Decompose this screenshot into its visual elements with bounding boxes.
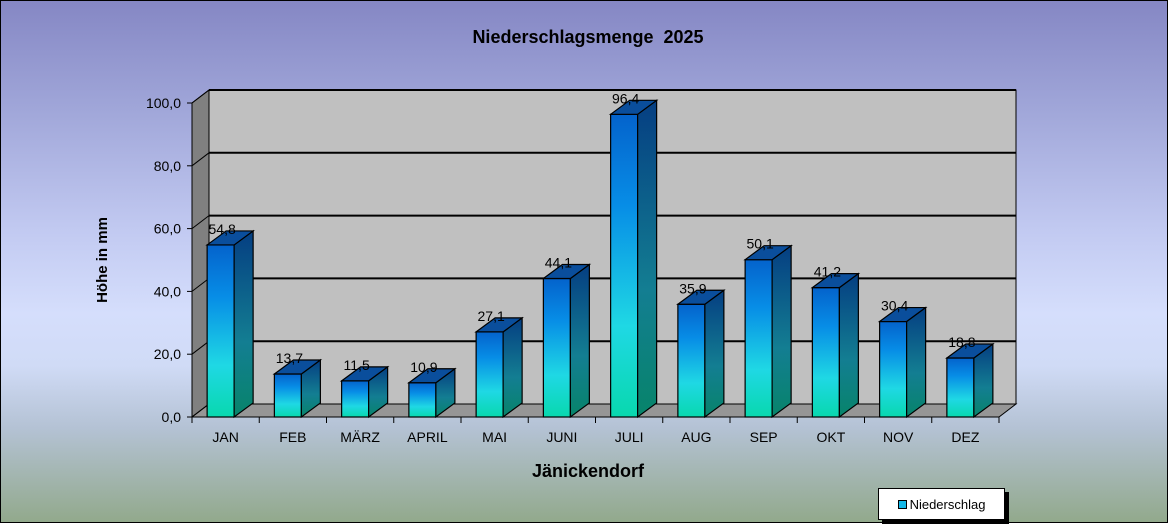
data-label: 96,4	[612, 90, 639, 106]
data-label: 54,8	[209, 221, 236, 237]
bar-nov	[877, 306, 928, 419]
legend-swatch-icon	[897, 499, 907, 509]
bar-april	[407, 367, 457, 419]
category-label: MAI	[482, 429, 507, 445]
data-label: 50,1	[747, 236, 774, 252]
category-label: APRIL	[407, 429, 448, 445]
data-label: 18,8	[948, 334, 975, 350]
category-label: JULI	[615, 429, 644, 445]
plot-area: 0,0 20,0 40,0 60,0 80,0 100,0 54,8 JAN 13,7 FEB 11…	[146, 88, 1018, 445]
bar-juli	[608, 99, 659, 419]
bar-juni	[541, 263, 592, 419]
y-tick-label: 100,0	[146, 95, 181, 111]
data-label: 44,1	[545, 255, 572, 271]
data-label: 35,9	[679, 280, 706, 296]
category-label: JUNI	[546, 429, 577, 445]
category-label: MÄRZ	[340, 429, 380, 445]
data-label: 30,4	[881, 298, 908, 314]
x-axis-title: Jänickendorf	[532, 461, 645, 481]
bar-dez	[945, 342, 995, 419]
y-tick-label: 80,0	[154, 158, 181, 174]
legend-label: Niederschlag	[909, 496, 986, 512]
category-label: FEB	[279, 429, 306, 445]
category-label: NOV	[883, 429, 914, 445]
category-label: AUG	[681, 429, 711, 445]
bar-jan	[205, 229, 255, 419]
data-label: 10,9	[410, 359, 437, 375]
legend: Niederschlag	[878, 488, 1005, 520]
y-axis-title: Höhe in mm	[94, 217, 111, 303]
category-label: OKT	[816, 429, 845, 445]
bar-okt	[810, 272, 861, 419]
data-label: 27,1	[478, 308, 505, 324]
category-label: DEZ	[951, 429, 979, 445]
bar-sep	[743, 244, 793, 419]
y-tick-label: 40,0	[154, 283, 181, 299]
data-label: 13,7	[276, 350, 303, 366]
y-tick-label: 60,0	[154, 221, 181, 237]
data-label: 11,5	[344, 357, 370, 373]
category-label: JAN	[212, 429, 238, 445]
data-label: 41,2	[814, 264, 841, 280]
y-tick-label: 20,0	[154, 346, 181, 362]
bar-feb	[272, 358, 323, 419]
y-tick-label: 0,0	[162, 409, 182, 425]
bar-aug	[676, 289, 726, 419]
category-label: SEP	[750, 429, 778, 445]
chart-title: Niederschlagsmenge 2025	[472, 27, 703, 47]
bar-mai	[474, 316, 524, 419]
bar-märz	[339, 365, 390, 419]
